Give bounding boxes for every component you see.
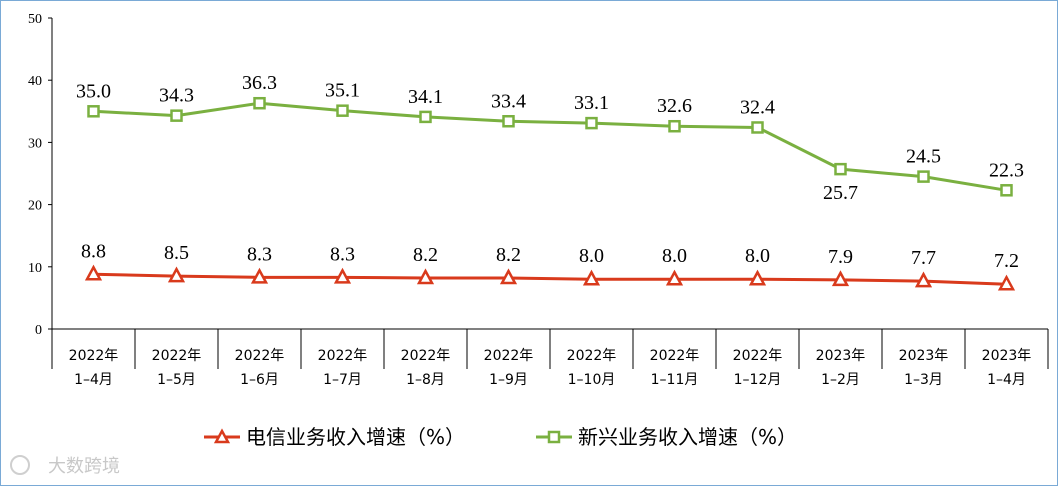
data-label: 8.0 bbox=[579, 245, 604, 267]
x-tick-label-year: 2022年 bbox=[567, 348, 617, 364]
legend-marker-square bbox=[547, 430, 561, 444]
x-tick-label-year: 2022年 bbox=[235, 348, 285, 364]
data-point-triangle bbox=[997, 274, 1016, 291]
legend-label: 电信业务收入增速（%） bbox=[246, 425, 465, 449]
x-tick-label-year: 2023年 bbox=[982, 348, 1032, 364]
x-tick-label-period: 1–12月 bbox=[734, 372, 782, 388]
watermark-text: 大数跨境 bbox=[48, 456, 120, 477]
series-line-0 bbox=[93, 272, 1007, 286]
data-point-triangle bbox=[831, 270, 850, 287]
data-point-triangle bbox=[582, 269, 601, 286]
x-tick-label-period: 1–4月 bbox=[987, 372, 1026, 388]
series-line-1 bbox=[93, 101, 1007, 192]
data-label: 24.5 bbox=[906, 146, 941, 168]
x-tick-label-period: 1–7月 bbox=[323, 372, 362, 388]
data-point-square bbox=[253, 96, 266, 110]
y-tick-label: 10 bbox=[28, 261, 42, 276]
data-label: 8.3 bbox=[330, 243, 355, 265]
data-label: 22.3 bbox=[989, 159, 1024, 181]
watermark-logo: 大数跨境 bbox=[10, 455, 120, 477]
data-label: 7.9 bbox=[828, 246, 853, 268]
data-point-triangle bbox=[250, 267, 269, 284]
data-label: 32.4 bbox=[740, 96, 775, 118]
data-label: 7.7 bbox=[911, 247, 936, 269]
data-point-square bbox=[336, 104, 349, 117]
y-tick-label: 0 bbox=[35, 323, 42, 338]
x-tick-label-period: 1–6月 bbox=[240, 372, 279, 388]
data-label: 8.2 bbox=[413, 244, 438, 266]
x-tick-label-period: 1–3月 bbox=[904, 372, 943, 388]
data-label: 8.2 bbox=[496, 244, 521, 266]
data-point-triangle bbox=[499, 268, 518, 285]
data-point-square bbox=[502, 115, 515, 128]
data-label: 8.0 bbox=[662, 245, 687, 267]
data-point-triangle bbox=[748, 269, 767, 286]
x-tick-label-period: 1–2月 bbox=[821, 372, 860, 388]
legend-label: 新兴业务收入增速（%） bbox=[578, 425, 797, 449]
data-point-square bbox=[170, 109, 183, 122]
data-label: 34.3 bbox=[159, 85, 194, 107]
data-point-triangle bbox=[333, 267, 352, 284]
y-tick-label: 30 bbox=[28, 136, 42, 151]
data-label: 25.7 bbox=[823, 182, 858, 204]
data-label: 33.4 bbox=[491, 90, 526, 112]
x-tick-label-year: 2022年 bbox=[484, 348, 534, 364]
data-label: 36.3 bbox=[242, 72, 277, 94]
data-point-square bbox=[917, 170, 930, 183]
x-tick-label-year: 2022年 bbox=[401, 348, 451, 364]
data-point-square bbox=[419, 110, 432, 124]
data-label: 35.1 bbox=[325, 80, 360, 102]
x-tick-label-year: 2022年 bbox=[152, 348, 202, 364]
data-point-square bbox=[585, 116, 598, 130]
data-point-triangle bbox=[665, 269, 684, 286]
x-tick-label-period: 1–4月 bbox=[74, 372, 113, 388]
data-label: 35.0 bbox=[76, 80, 111, 102]
x-tick-label-period: 1–11月 bbox=[651, 372, 699, 388]
data-point-triangle bbox=[84, 264, 103, 281]
data-label: 8.5 bbox=[164, 242, 189, 264]
data-point-triangle bbox=[167, 266, 186, 283]
y-tick-label: 20 bbox=[28, 199, 42, 214]
data-label: 8.0 bbox=[745, 245, 770, 267]
data-label: 34.1 bbox=[408, 86, 443, 108]
watermark-icon bbox=[10, 455, 30, 475]
x-tick-label-year: 2022年 bbox=[650, 348, 700, 364]
data-point-square bbox=[668, 119, 681, 133]
x-tick-label-period: 1–5月 bbox=[157, 372, 196, 388]
data-label: 33.1 bbox=[574, 92, 609, 114]
y-tick-label: 40 bbox=[28, 74, 42, 89]
data-label: 7.2 bbox=[994, 250, 1019, 272]
y-tick-label: 50 bbox=[28, 12, 42, 27]
x-tick-label-year: 2023年 bbox=[899, 348, 949, 364]
data-point-square bbox=[1000, 184, 1013, 197]
data-label: 32.6 bbox=[657, 95, 692, 117]
data-point-square bbox=[834, 162, 847, 176]
data-label: 8.3 bbox=[247, 243, 272, 265]
data-point-triangle bbox=[416, 268, 435, 285]
data-point-triangle bbox=[914, 271, 933, 288]
x-tick-label-year: 2022年 bbox=[69, 348, 119, 364]
x-tick-label-period: 1–9月 bbox=[489, 372, 528, 388]
x-tick-label-period: 1–10月 bbox=[568, 372, 616, 388]
data-point-square bbox=[751, 121, 764, 134]
data-label: 8.8 bbox=[81, 240, 106, 262]
x-tick-label-year: 2023年 bbox=[816, 348, 866, 364]
x-tick-label-period: 1–8月 bbox=[406, 372, 445, 388]
legend-marker-triangle bbox=[213, 428, 231, 444]
data-point-square bbox=[87, 105, 100, 118]
x-tick-label-year: 2022年 bbox=[733, 348, 783, 364]
x-tick-label-year: 2022年 bbox=[318, 348, 368, 364]
